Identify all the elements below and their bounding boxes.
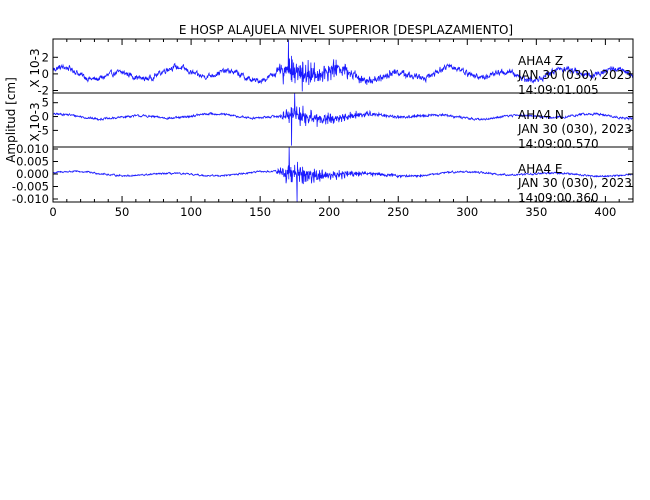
scale-label: X 10-3 — [28, 48, 42, 87]
time-label: 14:09:01.005 — [518, 83, 599, 97]
trace-n — [53, 93, 633, 146]
y-tick-label: 0.010 — [16, 142, 49, 156]
time-label: 14:09:00.570 — [518, 137, 599, 151]
x-axis: 0 50 100 150 200 250 300 350 400 — [49, 39, 634, 219]
y-tick-label: -0.010 — [12, 192, 49, 206]
y-tick-label: 5 — [42, 96, 49, 110]
y-tick-label: 0 — [42, 67, 49, 81]
trace-z — [53, 39, 633, 92]
y-tick-label: -5 — [38, 123, 49, 137]
x-tick-label: 50 — [115, 205, 130, 219]
y-tick-label: -2 — [38, 84, 49, 98]
chart-title: E HOSP ALAJUELA NIVEL SUPERIOR [DESPLAZA… — [179, 23, 513, 37]
x-tick-label: 100 — [180, 205, 202, 219]
date-label: JAN 30 (030), 2023 — [517, 176, 632, 190]
date-label: JAN 30 (030), 2023 — [517, 68, 632, 82]
x-tick-label: 0 — [49, 205, 56, 219]
y-tick-label: 0 — [42, 110, 49, 124]
y-axis-label: Amplitud [cm] — [4, 77, 18, 163]
y-tick-label: 0.005 — [16, 155, 49, 169]
station-label: AHA4 E — [518, 162, 562, 176]
station-label: AHA4 N — [518, 108, 564, 122]
x-tick-label: 350 — [525, 205, 547, 219]
x-tick-label: 400 — [594, 205, 616, 219]
y-tick-label: -0.005 — [12, 180, 49, 194]
y-tick-label: 2 — [42, 50, 49, 64]
trace-e — [53, 147, 633, 202]
x-tick-label: 300 — [456, 205, 478, 219]
x-tick-label: 150 — [249, 205, 271, 219]
x-tick-label: 200 — [318, 205, 340, 219]
time-label: 14:09:00.360 — [518, 191, 599, 205]
y-tick-label: 0.000 — [16, 167, 49, 181]
x-tick-label: 250 — [387, 205, 409, 219]
station-label: AHA4 Z — [518, 54, 563, 68]
scale-label: X 10-3 — [28, 102, 42, 141]
date-label: JAN 30 (030), 2023 — [517, 122, 632, 136]
